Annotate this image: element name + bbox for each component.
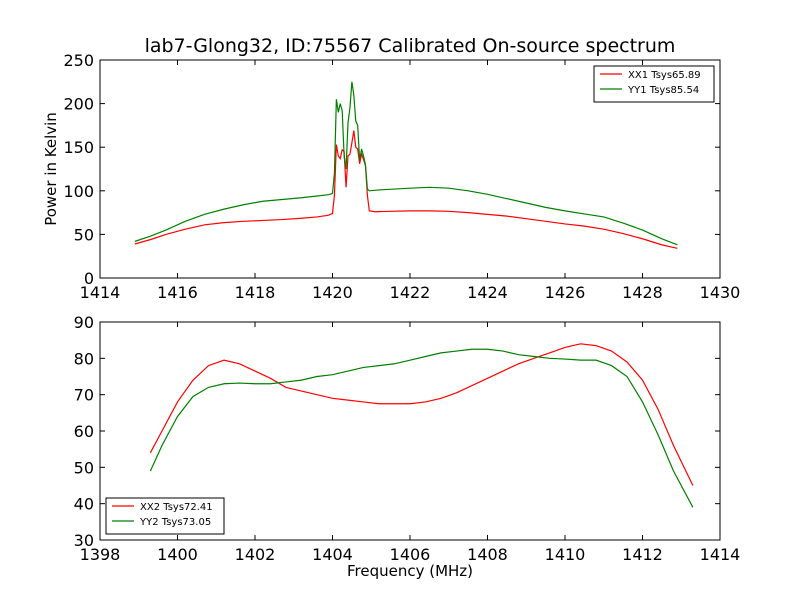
chart-panel-1: 1414 1416 1418 1420 1422 1424 1426 1428 1430 0 50 1… <box>42 35 740 302</box>
x-tick-label: 1422 <box>390 283 431 302</box>
x-tick-label: 1400 <box>157 545 198 564</box>
x-tick-label: 1414 <box>80 283 121 302</box>
x-tick-label: 1414 <box>700 545 741 564</box>
legend-box <box>105 497 225 535</box>
x-tick-label: 1418 <box>235 283 276 302</box>
y-tick-label: 70 <box>74 386 94 405</box>
y-tick-label: 200 <box>63 95 94 114</box>
y-tick-label: 60 <box>74 422 94 441</box>
y-tick-label: 0 <box>84 269 94 288</box>
series-line-2 <box>134 81 678 246</box>
y-tick-label: 90 <box>74 313 94 332</box>
x-tick-label: 1412 <box>622 545 663 564</box>
y-axis-label: Power in Kelvin <box>42 112 60 226</box>
chart-panel-2: 1398 1400 1402 1404 1406 1408 1410 1412 1414 30 40… <box>74 313 741 580</box>
x-axis-label: Frequency (MHz) <box>347 562 473 580</box>
chart-title: lab7-Glong32, ID:75567 Calibrated On-sou… <box>145 35 676 57</box>
y-tick-label: 40 <box>74 495 94 514</box>
x-tick-label: 1426 <box>545 283 586 302</box>
legend-box <box>593 65 715 103</box>
legend: XX1 Tsys65.89 YY1 Tsys85.54 <box>593 65 715 103</box>
legend-entry-2: YY1 Tsys85.54 <box>627 85 699 96</box>
series-line-1 <box>134 130 678 249</box>
x-tick-label: 1410 <box>545 545 586 564</box>
legend-entry-1: XX2 Tsys72.41 <box>140 502 213 513</box>
legend-entry-2: YY2 Tsys73.05 <box>139 517 211 528</box>
x-tick-label: 1408 <box>467 545 508 564</box>
series-line-1 <box>149 343 694 486</box>
y-tick-label: 250 <box>63 51 94 70</box>
x-tick-label: 1402 <box>235 545 276 564</box>
x-tick-label: 1398 <box>80 545 121 564</box>
y-tick-label: 80 <box>74 349 94 368</box>
y-tick-label: 30 <box>74 531 94 550</box>
x-tick-label: 1420 <box>312 283 353 302</box>
x-tick-label: 1428 <box>622 283 663 302</box>
x-tick-label: 1406 <box>390 545 431 564</box>
x-tick-label: 1424 <box>467 283 508 302</box>
y-tick-label: 100 <box>63 182 94 201</box>
legend-entry-1: XX1 Tsys65.89 <box>628 70 701 81</box>
series-line-2 <box>149 348 694 508</box>
x-tick-label: 1416 <box>157 283 198 302</box>
y-tick-label: 150 <box>63 138 94 157</box>
y-tick-label: 50 <box>74 458 94 477</box>
legend: XX2 Tsys72.41 YY2 Tsys73.05 <box>105 497 225 535</box>
x-tick-label: 1404 <box>312 545 353 564</box>
y-tick-label: 50 <box>74 225 94 244</box>
x-tick-label: 1430 <box>700 283 741 302</box>
